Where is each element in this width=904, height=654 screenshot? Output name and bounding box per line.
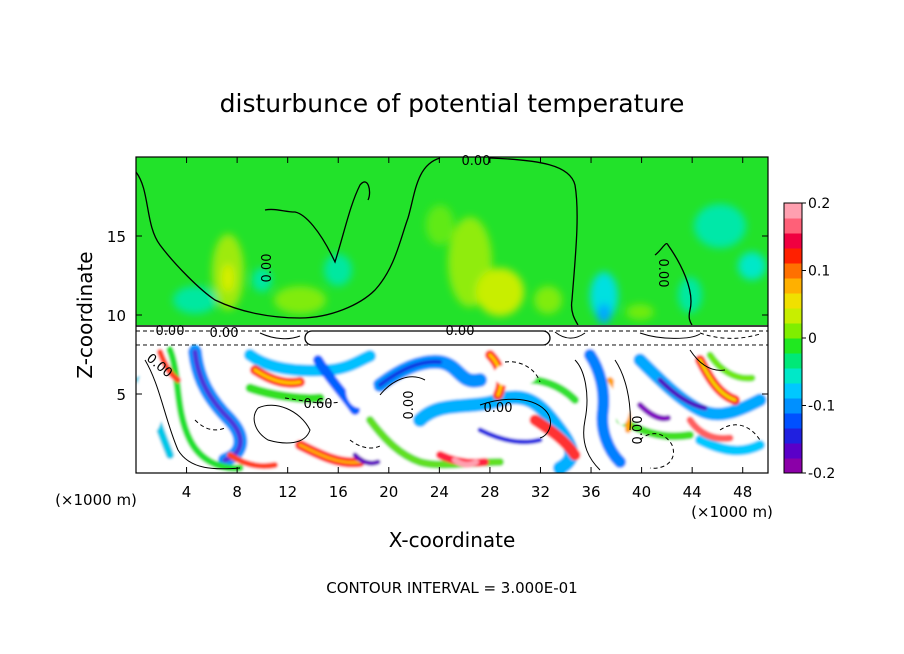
x-tick-label: 32 — [531, 483, 550, 501]
colorbar-swatch — [784, 248, 802, 264]
x-axis-title: X-coordinate — [389, 528, 516, 552]
y-axis-unit: (×1000 m) — [55, 491, 137, 509]
contour-labels: 0.00 0.00 0.00 0.00 0.00 0.00 0.60 0.00 0.00 0.00… — [143, 154, 670, 444]
chart-title: disturbunce of potential temperature — [220, 89, 685, 118]
x-tick-label: 44 — [683, 483, 702, 501]
colorbar-swatch — [784, 368, 802, 384]
colorbar-swatch — [784, 413, 802, 429]
colorbar-swatch — [784, 398, 802, 414]
x-tick-label: 4 — [182, 483, 192, 501]
colorbar-swatch — [784, 278, 802, 294]
colorbar-tick-label: 0.1 — [808, 264, 830, 280]
x-tick-label: 20 — [379, 483, 398, 501]
x-tick-label: 8 — [232, 483, 242, 501]
contour-label: 0.00 — [462, 154, 491, 169]
colorbar-tick-label: -0.1 — [808, 399, 835, 415]
x-tick-label: 40 — [632, 483, 651, 501]
colorbar-swatch — [784, 428, 802, 444]
contour-label: 0.00 — [210, 326, 239, 341]
tropopause-layer — [136, 325, 768, 347]
y-axis: 5 10 15 — [107, 228, 768, 404]
y-tick-label: 5 — [116, 386, 126, 404]
colorbar-tick-label: 0.2 — [808, 196, 830, 212]
contour-label: 0.00 — [402, 391, 417, 420]
colorbar-swatch — [784, 308, 802, 324]
colorbar-swatch — [784, 233, 802, 249]
y-axis-title: Z-coordinate — [73, 251, 97, 378]
x-tick-label: 12 — [278, 483, 297, 501]
x-tick-label: 36 — [581, 483, 600, 501]
colorbar-swatch — [784, 323, 802, 339]
contour-label: 0.00 — [156, 324, 185, 339]
x-tick-label: 24 — [430, 483, 449, 501]
colorbar-swatch — [784, 338, 802, 354]
lower-field — [136, 345, 768, 473]
contour-interval-note: CONTOUR INTERVAL = 3.000E-01 — [326, 579, 577, 597]
contour-label: 0.00 — [484, 401, 513, 416]
contour-label: 0.00 — [260, 254, 275, 283]
colorbar-swatch — [784, 458, 802, 474]
colorbar-swatch — [784, 293, 802, 309]
y-tick-label: 15 — [107, 228, 126, 246]
x-tick-label: 28 — [480, 483, 499, 501]
colorbar-swatch — [784, 218, 802, 234]
colorbar-swatch — [784, 263, 802, 279]
contour-label: 0.00 — [631, 416, 646, 445]
colorbar-swatch — [784, 353, 802, 369]
x-tick-label: 16 — [329, 483, 348, 501]
contour-label: 0.00 — [446, 324, 475, 339]
y-tick-label: 10 — [107, 307, 126, 325]
upper-field — [136, 157, 768, 327]
x-axis-unit: (×1000 m) — [691, 503, 773, 521]
colorbar-swatch — [784, 203, 802, 219]
plot-area — [136, 157, 768, 473]
x-axis: 4 8 12 16 20 24 28 32 36 40 44 48 — [182, 157, 752, 501]
x-tick-label: 48 — [733, 483, 752, 501]
contour-label: 0.60 — [304, 397, 333, 412]
colorbar-swatch — [784, 383, 802, 399]
colorbar-tick-label: 0 — [808, 331, 817, 347]
colorbar-tick-label: -0.2 — [808, 466, 835, 482]
contour-label: 0.00 — [655, 259, 670, 288]
colorbar-swatch — [784, 443, 802, 459]
lower-contours — [144, 349, 761, 471]
colorbar: 0.2 0.1 0 -0.1 -0.2 — [783, 196, 835, 482]
